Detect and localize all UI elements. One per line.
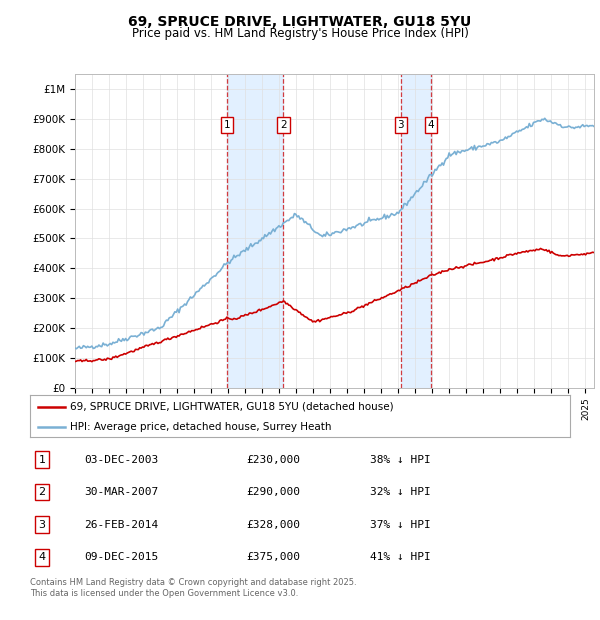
Text: 32% ↓ HPI: 32% ↓ HPI (370, 487, 431, 497)
Text: Contains HM Land Registry data © Crown copyright and database right 2025.: Contains HM Land Registry data © Crown c… (30, 578, 356, 587)
Text: 1: 1 (223, 120, 230, 130)
Text: 09-DEC-2015: 09-DEC-2015 (84, 552, 158, 562)
Text: 3: 3 (398, 120, 404, 130)
Text: £328,000: £328,000 (246, 520, 300, 529)
Text: 2: 2 (280, 120, 287, 130)
Text: 4: 4 (38, 552, 46, 562)
Bar (227, 74, 283, 388)
Text: 1: 1 (38, 454, 46, 464)
Text: 38% ↓ HPI: 38% ↓ HPI (370, 454, 431, 464)
Text: £290,000: £290,000 (246, 487, 300, 497)
Text: £375,000: £375,000 (246, 552, 300, 562)
Text: £230,000: £230,000 (246, 454, 300, 464)
Text: This data is licensed under the Open Government Licence v3.0.: This data is licensed under the Open Gov… (30, 589, 298, 598)
Text: 69, SPRUCE DRIVE, LIGHTWATER, GU18 5YU (detached house): 69, SPRUCE DRIVE, LIGHTWATER, GU18 5YU (… (71, 402, 394, 412)
Text: Price paid vs. HM Land Registry's House Price Index (HPI): Price paid vs. HM Land Registry's House … (131, 27, 469, 40)
Bar (401, 74, 431, 388)
Text: 3: 3 (38, 520, 46, 529)
Text: 41% ↓ HPI: 41% ↓ HPI (370, 552, 431, 562)
Text: 30-MAR-2007: 30-MAR-2007 (84, 487, 158, 497)
Text: 69, SPRUCE DRIVE, LIGHTWATER, GU18 5YU: 69, SPRUCE DRIVE, LIGHTWATER, GU18 5YU (128, 16, 472, 30)
Text: 03-DEC-2003: 03-DEC-2003 (84, 454, 158, 464)
Text: 2: 2 (38, 487, 46, 497)
Text: 4: 4 (428, 120, 434, 130)
Text: HPI: Average price, detached house, Surrey Heath: HPI: Average price, detached house, Surr… (71, 422, 332, 432)
Text: 37% ↓ HPI: 37% ↓ HPI (370, 520, 431, 529)
Text: 26-FEB-2014: 26-FEB-2014 (84, 520, 158, 529)
